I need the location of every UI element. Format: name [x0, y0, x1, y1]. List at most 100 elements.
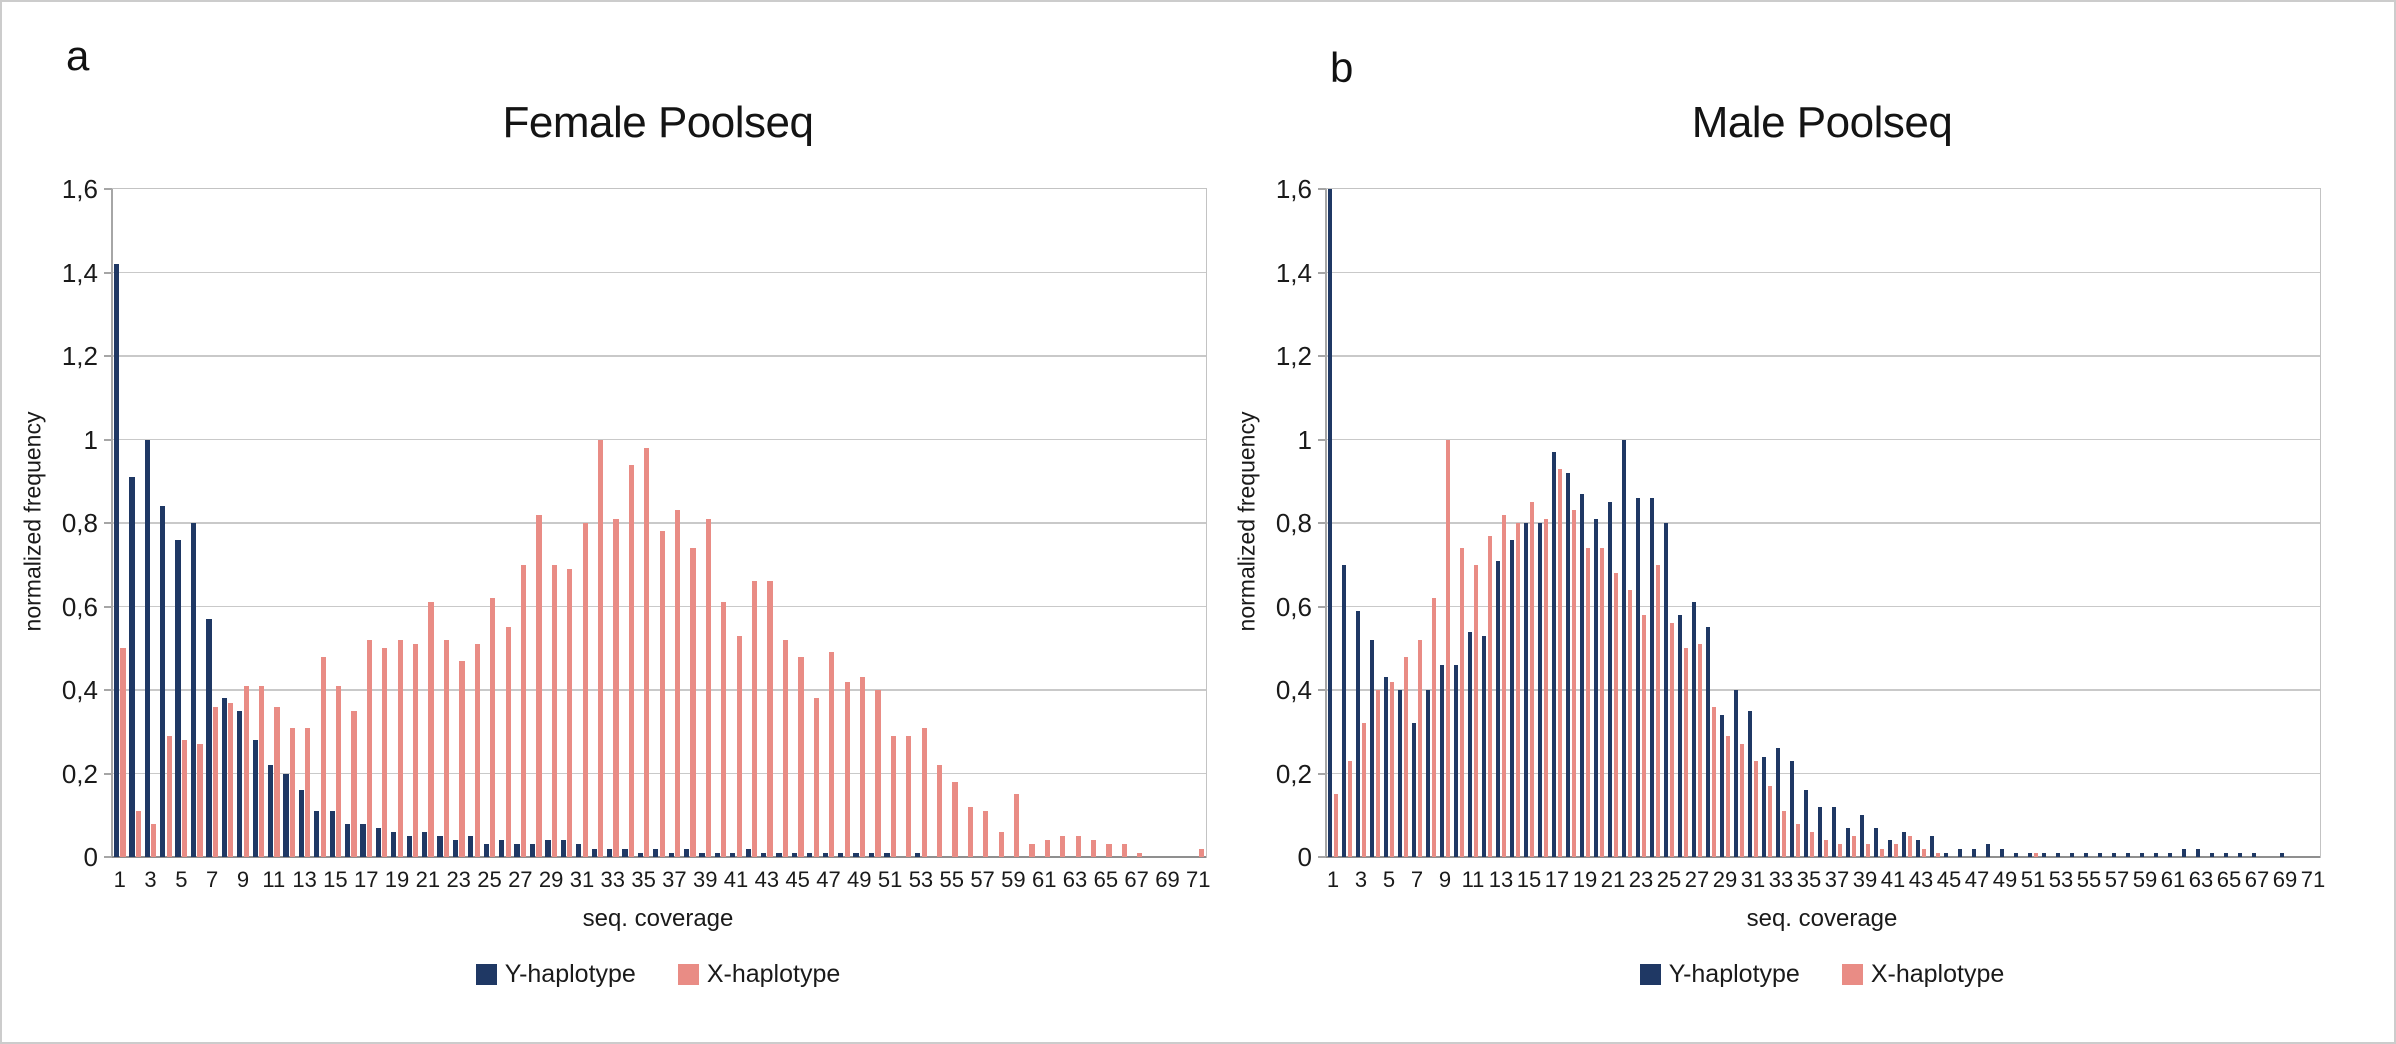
y-haplotype-bar-cov34 [622, 848, 628, 857]
gridline [112, 772, 1206, 775]
panel-letter-b: b [1330, 44, 1354, 91]
y-haplotype-bar-cov44 [1929, 836, 1935, 857]
x-axis-title-male: seq. coverage [1746, 905, 1898, 932]
x-tick-label: 65 [1093, 867, 1119, 892]
y-tick-label: 1,4 [1275, 257, 1312, 288]
x-haplotype-bar-cov11 [274, 706, 280, 857]
x-haplotype-bar-cov5 [1389, 681, 1395, 857]
y-haplotype-bar-cov49 [1999, 848, 2005, 857]
y-haplotype-bar-cov12 [1481, 635, 1487, 857]
y-haplotype-bar-cov19 [391, 831, 397, 857]
x-tick-label: 41 [1880, 867, 1906, 892]
y-haplotype-bar-cov31 [1747, 710, 1753, 857]
x-tick-label: 49 [1992, 867, 2018, 892]
x-haplotype-bar-cov8 [228, 702, 234, 857]
x-tick-label: 11 [262, 867, 286, 892]
chart-title-male: Male Poolseq [1691, 98, 1953, 147]
y-haplotype-bar-cov45 [791, 852, 798, 857]
x-haplotype-bar-cov3 [151, 823, 157, 857]
legend-item-y-haplotype: Y-haplotype [1639, 960, 1800, 989]
y-axis-line [1325, 189, 1327, 857]
gridline [112, 271, 1206, 274]
x-haplotype-bar-cov34 [628, 464, 635, 857]
x-tick-label: 43 [1908, 867, 1934, 892]
y-haplotype-bar-cov30 [1733, 690, 1739, 857]
x-haplotype-bar-cov42 [1907, 836, 1913, 857]
x-tick-label: 61 [2160, 867, 2186, 892]
y-axis-tick [104, 355, 112, 357]
y-tick-label: 0,6 [61, 591, 98, 622]
x-haplotype-bar-cov31 [582, 523, 588, 857]
y-haplotype-bar-cov30 [560, 840, 566, 857]
x-axis-line [112, 856, 1206, 858]
y-haplotype-bar-cov57 [2111, 852, 2117, 857]
x-haplotype-bar-cov47 [829, 652, 835, 857]
x-haplotype-bar-cov53 [921, 727, 927, 857]
y-axis-tick [1318, 605, 1326, 608]
x-haplotype-bar-cov27 [1697, 644, 1703, 857]
y-tick-label: 1 [83, 424, 98, 455]
y-haplotype-bar-cov23 [452, 840, 459, 857]
x-tick-label: 27 [1684, 867, 1710, 892]
x-haplotype-bar-cov32 [1767, 786, 1773, 857]
legend-label-y-haplotype: Y-haplotype [1668, 960, 1800, 988]
x-haplotype-bar-cov34 [1795, 823, 1801, 857]
y-haplotype-bar-cov21 [422, 831, 428, 857]
y-haplotype-bar-cov53 [2055, 852, 2061, 857]
y-haplotype-bar-cov20 [406, 836, 412, 857]
x-haplotype-bar-cov28 [536, 514, 542, 857]
x-haplotype-bar-cov4 [166, 735, 172, 857]
y-haplotype-bar-cov50 [2013, 852, 2019, 857]
x-tick-label: 55 [2076, 867, 2102, 892]
x-haplotype-bar-cov43 [1921, 848, 1927, 857]
x-tick-label: 1 [113, 867, 126, 892]
x-tick-label: 39 [1852, 867, 1878, 892]
x-tick-label: 19 [384, 867, 410, 892]
x-haplotype-bar-cov11 [1473, 564, 1479, 857]
x-tick-label: 5 [1382, 867, 1396, 892]
x-haplotype-bar-cov24 [474, 644, 480, 857]
y-haplotype-bar-cov53 [915, 852, 921, 857]
x-haplotype-bar-cov22 [443, 639, 450, 857]
x-haplotype-bar-cov21 [1613, 573, 1619, 857]
y-tick-label: 0 [83, 842, 98, 872]
y-haplotype-bar-cov37 [1831, 806, 1837, 857]
x-haplotype-bar-cov36 [1823, 840, 1829, 857]
x-haplotype-bar-cov56 [967, 806, 973, 857]
y-axis-tick [1318, 355, 1326, 357]
y-haplotype-bar-cov51 [884, 852, 890, 857]
x-tick-label: 9 [1438, 867, 1452, 892]
y-haplotype-bar-cov15 [1523, 523, 1529, 857]
y-haplotype-bar-cov35 [1803, 790, 1809, 857]
y-haplotype-bar-cov8 [1425, 690, 1431, 857]
x-tick-label: 21 [1600, 867, 1626, 892]
x-haplotype-bar-cov22 [1627, 589, 1633, 857]
gridline [1326, 438, 2320, 441]
y-haplotype-bar-cov42 [745, 848, 751, 857]
y-haplotype-bar-cov27 [514, 844, 520, 857]
y-haplotype-bar-cov46 [1957, 848, 1963, 857]
x-haplotype-bar-cov35 [1809, 831, 1815, 857]
y-haplotype-bar-cov56 [2097, 852, 2103, 857]
x-tick-label: 71 [2300, 867, 2326, 892]
gridline [1326, 689, 2320, 691]
y-haplotype-bar-cov39 [1859, 815, 1865, 857]
y-haplotype-bar-cov23 [1635, 497, 1641, 857]
x-tick-label: 23 [1628, 867, 1654, 892]
x-tick-label: 17 [1544, 867, 1570, 892]
x-tick-label: 15 [1516, 867, 1542, 892]
y-haplotype-bar-cov48 [838, 852, 844, 857]
x-tick-label: 37 [1824, 867, 1850, 892]
y-haplotype-bar-cov4 [160, 506, 166, 857]
x-haplotype-bar-cov3 [1361, 723, 1367, 857]
x-haplotype-bar-cov66 [1121, 844, 1128, 857]
y-tick-label: 0,4 [61, 675, 98, 705]
x-haplotype-bar-cov25 [490, 598, 496, 857]
y-haplotype-bar-cov9 [237, 710, 243, 857]
y-haplotype-bar-cov33 [606, 848, 613, 857]
y-haplotype-bar-cov40 [1873, 827, 1879, 857]
y-haplotype-bar-cov16 [1537, 523, 1543, 857]
x-tick-label: 57 [970, 867, 995, 892]
x-axis-line [1326, 856, 2320, 858]
y-axis-tick [104, 689, 112, 691]
